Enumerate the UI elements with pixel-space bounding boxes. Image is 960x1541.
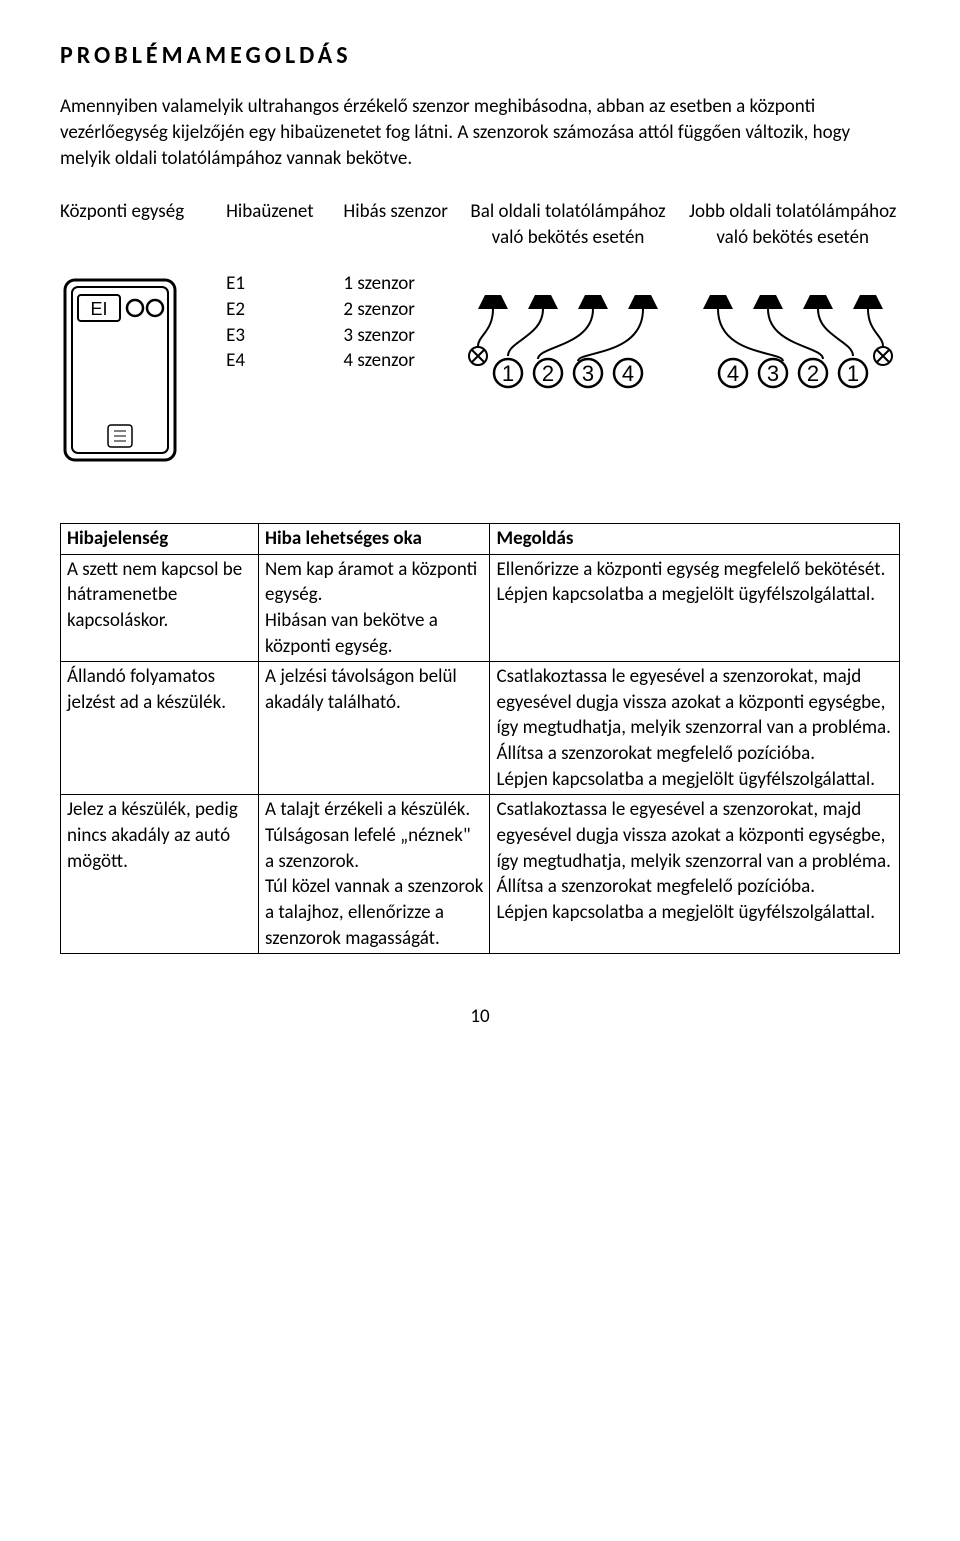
cell-symptom-2: Állandó folyamatos jelzést ad a készülék… xyxy=(61,662,259,795)
svg-text:4: 4 xyxy=(727,361,739,386)
svg-text:1: 1 xyxy=(847,361,859,386)
troubleshoot-table: Hibajelenség Hiba lehetséges oka Megoldá… xyxy=(60,523,900,954)
cell-cause-1: Nem kap áramot a központi egység.Hibásan… xyxy=(259,554,490,662)
svg-text:2: 2 xyxy=(807,361,819,386)
header-error-code: Hibaüzenet xyxy=(226,199,333,271)
table-row: Állandó folyamatos jelzést ad a készülék… xyxy=(61,662,900,795)
cell-solution-3: Csatlakoztassa le egyesével a szenzoroka… xyxy=(490,795,900,954)
th-symptom: Hibajelenség xyxy=(61,523,259,554)
cell-cause-2: A jelzési távolságon belül akadály talál… xyxy=(259,662,490,795)
svg-text:3: 3 xyxy=(767,361,779,386)
row-e1-sensor: 1 szenzor xyxy=(343,271,450,297)
right-sensor-diagram: 4 3 2 1 xyxy=(685,291,900,404)
header-sensor: Hibás szenzor xyxy=(343,199,450,271)
cell-solution-1: Ellenőrizze a központi egység megfelelő … xyxy=(490,554,900,662)
cell-symptom-3: Jelez a készülék, pedig nincs akadály az… xyxy=(61,795,259,954)
header-right-diagram: Jobb oldali tolatólámpához való bekötés … xyxy=(685,199,900,271)
column-central-unit: Központi egység EI xyxy=(60,199,216,473)
table-row: Jelez a készülék, pedig nincs akadály az… xyxy=(61,795,900,954)
error-code-section: Központi egység EI Hibaüzenet E1 E2 E3 E… xyxy=(60,199,900,473)
table-row: A szett nem kapcsol be hátramenetbe kapc… xyxy=(61,554,900,662)
left-sensor-diagram: 1 2 3 4 xyxy=(461,291,676,404)
column-left-diagram: Bal oldali tolatólámpához való bekötés e… xyxy=(461,199,676,473)
svg-text:1: 1 xyxy=(502,361,514,386)
central-unit-diagram: EI xyxy=(60,275,216,473)
row-e3-code: E3 xyxy=(226,323,333,349)
column-error-code: Hibaüzenet E1 E2 E3 E4 xyxy=(226,199,333,473)
header-central-unit: Központi egység xyxy=(60,199,216,271)
page-title: PROBLÉMAMEGOLDÁS xyxy=(60,40,900,72)
troubleshoot-header-row: Hibajelenség Hiba lehetséges oka Megoldá… xyxy=(61,523,900,554)
page-number: 10 xyxy=(60,1004,900,1030)
svg-text:2: 2 xyxy=(542,361,554,386)
row-e2-sensor: 2 szenzor xyxy=(343,297,450,323)
th-cause: Hiba lehetséges oka xyxy=(259,523,490,554)
column-sensor: Hibás szenzor 1 szenzor 2 szenzor 3 szen… xyxy=(343,199,450,473)
row-e3-sensor: 3 szenzor xyxy=(343,323,450,349)
cell-cause-3: A talajt érzékeli a készülék. Túlságosan… xyxy=(259,795,490,954)
cell-symptom-1: A szett nem kapcsol be hátramenetbe kapc… xyxy=(61,554,259,662)
svg-text:4: 4 xyxy=(622,361,634,386)
th-solution: Megoldás xyxy=(490,523,900,554)
row-e1-code: E1 xyxy=(226,271,333,297)
cell-solution-2: Csatlakoztassa le egyesével a szenzoroka… xyxy=(490,662,900,795)
intro-paragraph: Amennyiben valamelyik ultrahangos érzéke… xyxy=(60,94,900,171)
svg-text:EI: EI xyxy=(90,299,107,319)
row-e4-code: E4 xyxy=(226,348,333,374)
column-right-diagram: Jobb oldali tolatólámpához való bekötés … xyxy=(685,199,900,473)
svg-text:3: 3 xyxy=(582,361,594,386)
row-e2-code: E2 xyxy=(226,297,333,323)
header-left-diagram: Bal oldali tolatólámpához való bekötés e… xyxy=(461,199,676,271)
row-e4-sensor: 4 szenzor xyxy=(343,348,450,374)
